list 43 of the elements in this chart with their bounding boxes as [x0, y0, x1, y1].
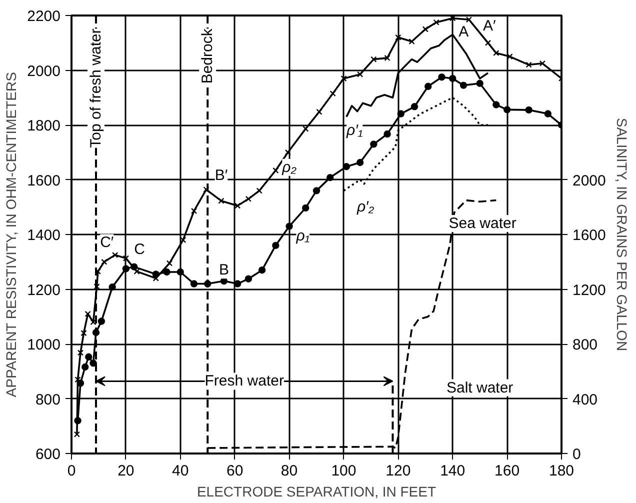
y-tick-label: 1800 [27, 118, 61, 134]
x-tick-label: 140 [440, 462, 466, 480]
series-label: ρ′₁ [346, 122, 363, 139]
annotation: C′ [100, 234, 114, 252]
ref-line-label: Bedrock [199, 28, 216, 84]
y2-tick-label: 800 [572, 336, 598, 354]
x-tick-label: 120 [386, 462, 411, 480]
y-tick-label: 1600 [27, 172, 61, 190]
annotation: Sea water [448, 215, 516, 232]
ref-line-label: Top of fresh water [88, 28, 104, 148]
y2-tick-label: 1600 [572, 227, 606, 244]
y-tick-label: 1400 [27, 227, 61, 244]
y2-axis-title: SALINITY, IN GRAINS PER GALLON [614, 118, 630, 352]
series-label: ρ₁ [295, 227, 310, 244]
x-tick-label: 40 [172, 462, 189, 480]
series-label: ρ₂ [281, 158, 297, 176]
y-tick-label: 1000 [27, 336, 61, 354]
y-tick-label: 800 [35, 391, 61, 408]
y-axis-title: APPARENT RESISTIVITY, IN OHM-CENTIMETERS [3, 72, 20, 398]
x-tick-label: 60 [226, 462, 244, 480]
y2-tick-label: 400 [572, 391, 598, 408]
annotation: A′ [482, 18, 496, 35]
annotation: B [218, 262, 229, 279]
x-tick-label: 160 [494, 462, 520, 480]
y2-tick-label: 1200 [572, 282, 606, 299]
annotation: A [458, 24, 469, 41]
series-label: ρ′₂ [356, 198, 374, 216]
x-tick-label: 0 [67, 462, 76, 480]
y2-tick-label: 2000 [572, 172, 606, 190]
x-tick-label: 20 [118, 462, 134, 480]
x-tick-label: 180 [548, 462, 574, 480]
x-axis-title: ELECTRODE SEPARATION, IN FEET [196, 484, 436, 500]
annotation: Fresh water [204, 372, 284, 390]
annotation: Salt water [446, 379, 514, 396]
x-tick-label: 80 [280, 462, 298, 480]
y-tick-label: 1200 [27, 282, 61, 299]
y-tick-label: 2000 [27, 62, 61, 80]
y-tick-label: 2200 [27, 8, 61, 25]
y-tick-label: 600 [35, 446, 61, 463]
annotation: B′ [214, 167, 228, 184]
x-tick-label: 100 [331, 462, 356, 480]
annotation: C [134, 241, 146, 258]
y2-tick-label: 0 [572, 446, 581, 463]
